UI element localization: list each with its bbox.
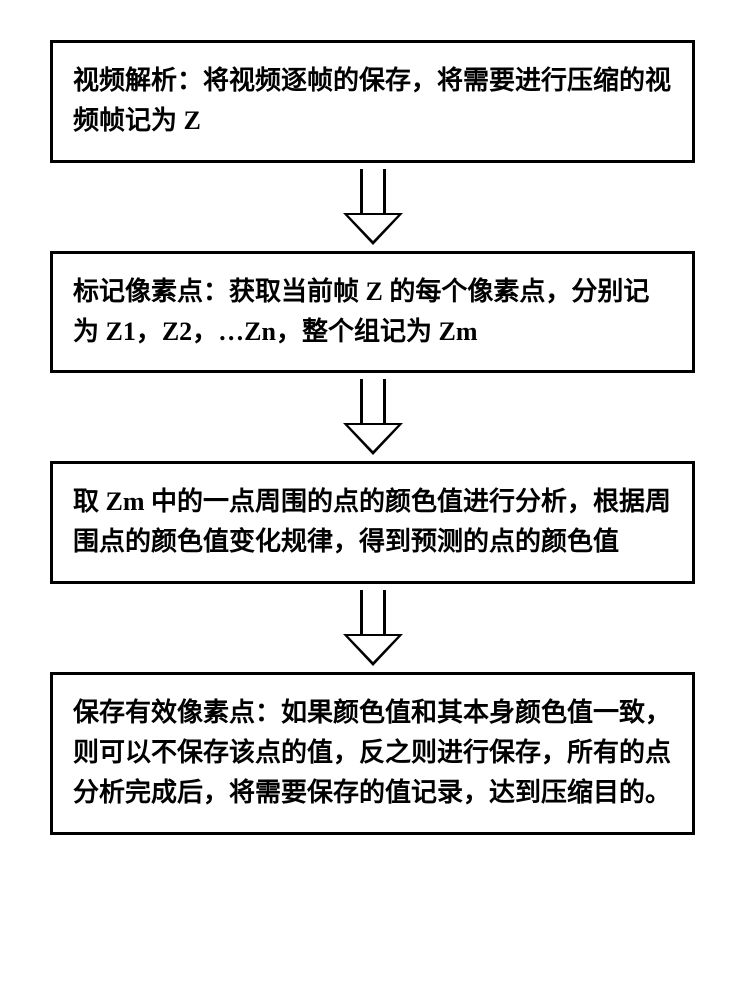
arrow-head-icon bbox=[343, 423, 403, 455]
arrow-head-icon bbox=[343, 213, 403, 245]
arrow-3 bbox=[343, 590, 403, 666]
step-text: 取 Zm 中的一点周围的点的颜色值进行分析，根据周围点的颜色值变化规律，得到预测… bbox=[73, 487, 671, 556]
flowchart-container: 视频解析：将视频逐帧的保存，将需要进行压缩的视频帧记为 Z 标记像素点：获取当前… bbox=[50, 40, 695, 835]
arrow-head-icon bbox=[343, 634, 403, 666]
step-text: 标记像素点：获取当前帧 Z 的每个像素点，分别记为 Z1，Z2，…Zn，整个组记… bbox=[73, 277, 649, 346]
flowchart-step-2: 标记像素点：获取当前帧 Z 的每个像素点，分别记为 Z1，Z2，…Zn，整个组记… bbox=[50, 251, 695, 374]
flowchart-step-1: 视频解析：将视频逐帧的保存，将需要进行压缩的视频帧记为 Z bbox=[50, 40, 695, 163]
arrow-shaft-icon bbox=[360, 169, 386, 213]
flowchart-step-4: 保存有效像素点：如果颜色值和其本身颜色值一致，则可以不保存该点的值，反之则进行保… bbox=[50, 672, 695, 835]
arrow-shaft-icon bbox=[360, 590, 386, 634]
step-text: 视频解析：将视频逐帧的保存，将需要进行压缩的视频帧记为 Z bbox=[73, 66, 671, 135]
step-text: 保存有效像素点：如果颜色值和其本身颜色值一致，则可以不保存该点的值，反之则进行保… bbox=[73, 698, 671, 808]
arrow-1 bbox=[343, 169, 403, 245]
arrow-2 bbox=[343, 379, 403, 455]
flowchart-step-3: 取 Zm 中的一点周围的点的颜色值进行分析，根据周围点的颜色值变化规律，得到预测… bbox=[50, 461, 695, 584]
arrow-shaft-icon bbox=[360, 379, 386, 423]
